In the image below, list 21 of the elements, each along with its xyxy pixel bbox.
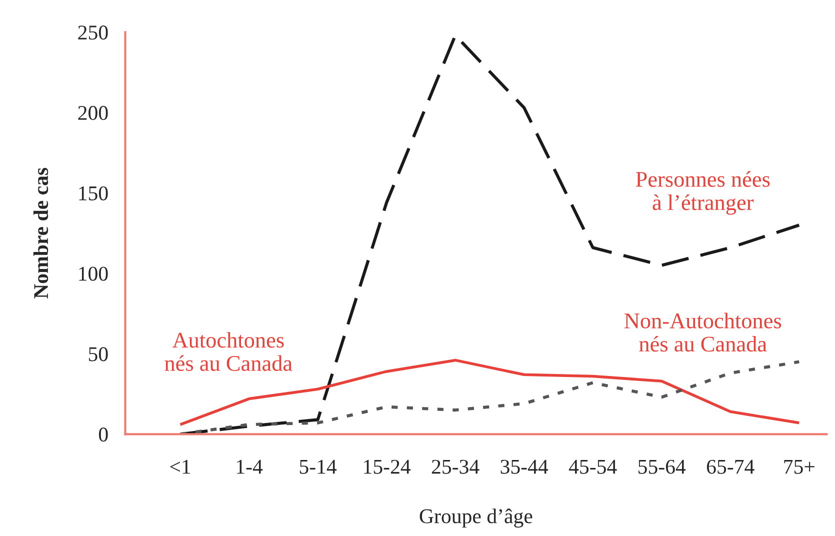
y-axis-title: Nombre de cas [33, 168, 48, 299]
y-tick-label: 50 [88, 347, 108, 362]
x-tick-label: 1-4 [236, 460, 263, 474]
y-tick-label: 200 [78, 106, 108, 120]
x-tick-label: 75+ [784, 460, 814, 474]
x-tick-label: 45-54 [568, 460, 617, 474]
x-tick-label: 15-24 [364, 460, 411, 474]
series-label: Autochtones nés au Canada [164, 332, 292, 371]
x-tick-label: <1 [170, 460, 190, 474]
y-tick-label: 150 [79, 186, 108, 200]
y-tick-label: 250 [78, 26, 108, 40]
x-tick-label: 55-64 [638, 460, 686, 474]
y-tick-label: 100 [79, 266, 108, 281]
x-axis-title: Groupe d’âge [420, 508, 532, 528]
series-label: Non-Autochtones nés au Canada [624, 312, 782, 352]
x-tick-label: 25-34 [432, 460, 480, 474]
x-tick-label: 5-14 [300, 460, 337, 474]
x-tick-label: 35-44 [500, 460, 548, 474]
series-label: Personnes nées à l’étranger [636, 171, 770, 215]
y-tick-label: 0 [98, 428, 108, 442]
x-tick-label: 65-74 [706, 460, 754, 474]
